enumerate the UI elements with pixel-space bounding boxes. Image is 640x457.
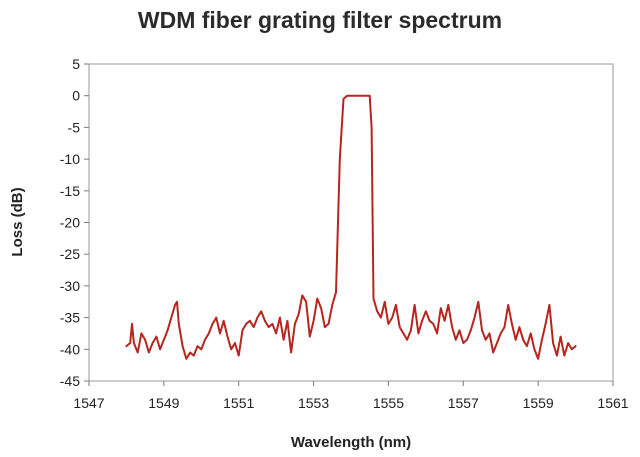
x-tick-label: 1561 <box>597 395 628 411</box>
y-axis-label: Loss (dB) <box>9 187 26 256</box>
y-tick-label: -35 <box>60 310 80 326</box>
y-tick-label: -45 <box>60 373 80 389</box>
series-layer <box>125 94 577 360</box>
x-tick-label: 1559 <box>523 395 554 411</box>
x-tick-label: 1553 <box>298 395 329 411</box>
x-tick-label: 1555 <box>373 395 404 411</box>
y-tick-label: -20 <box>60 215 80 231</box>
y-tick-label: -30 <box>60 278 80 294</box>
y-tick-label: -5 <box>68 119 81 135</box>
x-axis-label: Wavelength (nm) <box>291 434 411 451</box>
plot-area-frame <box>88 63 614 382</box>
y-axis: 5 0 -5 -10 -15 -20 -25 -30 -35 -40 -45 <box>60 56 89 389</box>
y-tick-label: -40 <box>60 341 80 357</box>
y-tick-label: -25 <box>60 246 80 262</box>
y-tick-label: 5 <box>72 56 80 72</box>
spectrum-line <box>125 94 577 360</box>
chart-title: WDM fiber grating filter spectrum <box>138 7 502 33</box>
x-tick-label: 1557 <box>448 395 479 411</box>
x-tick-label: 1551 <box>223 395 254 411</box>
y-tick-label: -10 <box>60 151 80 167</box>
x-tick-label: 1547 <box>73 395 104 411</box>
x-axis: 1547 1549 1551 1553 1555 1557 1559 1561 <box>73 381 629 411</box>
y-tick-label: 0 <box>72 88 80 104</box>
y-tick-label: -15 <box>60 183 80 199</box>
x-tick-label: 1549 <box>148 395 179 411</box>
